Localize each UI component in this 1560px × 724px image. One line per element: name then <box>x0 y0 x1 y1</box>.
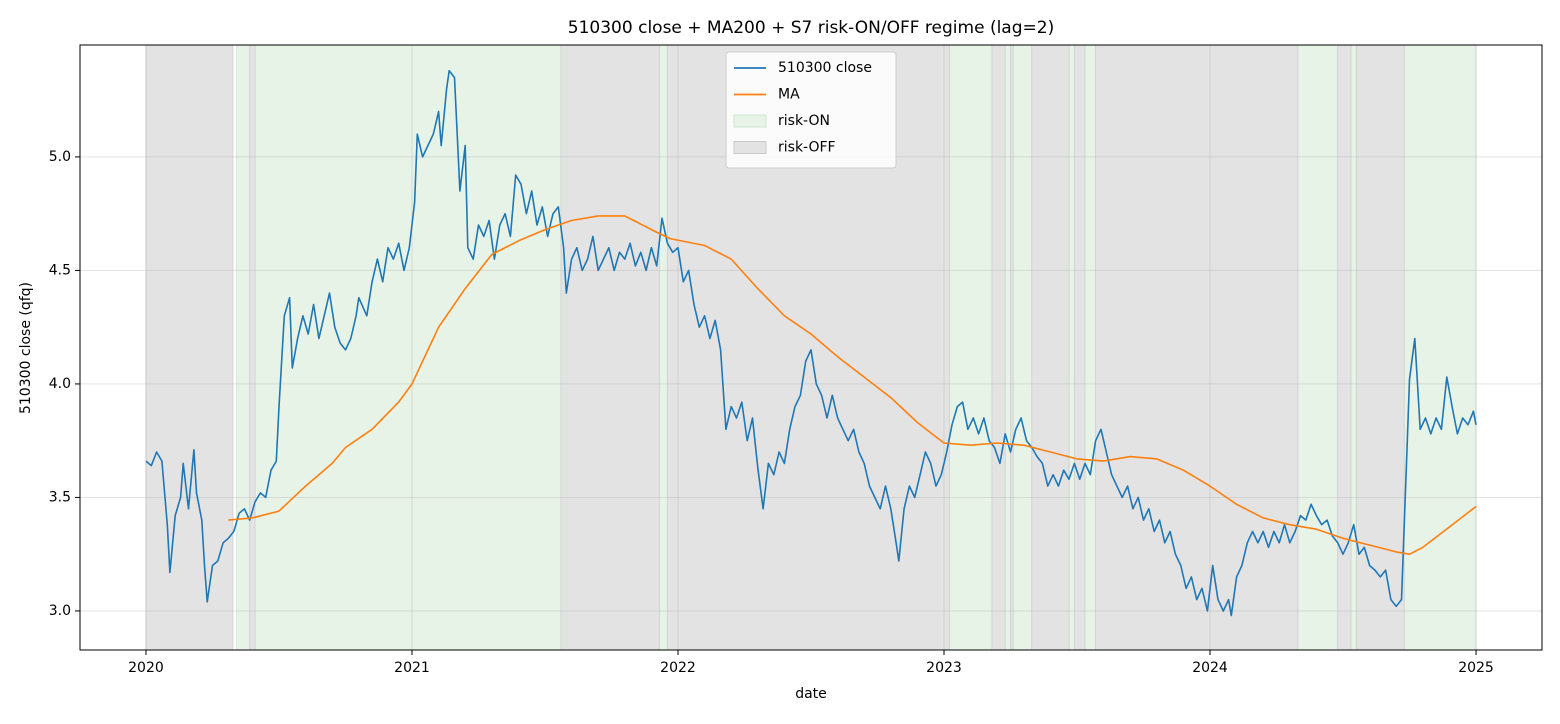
regime-span <box>1337 44 1352 651</box>
x-tick-label: 2024 <box>1192 660 1228 676</box>
y-tick-label: 4.0 <box>49 376 71 392</box>
regime-span <box>1010 44 1014 651</box>
regime-span <box>1350 44 1357 651</box>
y-axis-label: 510300 close (qfq) <box>18 282 34 414</box>
y-tick-label: 3.5 <box>49 489 71 505</box>
legend-swatch <box>733 141 767 154</box>
regime-span <box>1012 44 1033 651</box>
y-tick-label: 3.0 <box>49 603 71 619</box>
x-tick-label: 2025 <box>1458 660 1494 676</box>
regime-span <box>1073 44 1086 651</box>
regime-span <box>658 44 668 651</box>
y-tick-label: 4.5 <box>49 262 71 278</box>
legend-swatch <box>733 114 767 128</box>
regime-span <box>1095 44 1299 651</box>
regime-span <box>1084 44 1097 651</box>
x-tick-label: 2021 <box>394 660 430 676</box>
regime-span <box>948 44 993 651</box>
legend-label: risk-ON <box>778 113 830 129</box>
regime-span <box>236 44 251 651</box>
legend-label: MA <box>778 87 800 103</box>
chart-title: 510300 close + MA200 + S7 risk-ON/OFF re… <box>568 18 1054 38</box>
y-tick-label: 5.0 <box>49 149 71 165</box>
series-line <box>145 69 1477 617</box>
legend-label: 510300 close <box>778 60 872 76</box>
regime-span <box>1068 44 1075 651</box>
regime-span <box>254 44 562 651</box>
regime-span <box>249 44 256 651</box>
regime-span <box>1403 44 1477 651</box>
legend-label: risk-OFF <box>778 140 836 156</box>
legend: 510300 close MA risk-ON risk-OFF <box>725 51 897 169</box>
regime-span <box>145 44 234 651</box>
regime-span <box>1297 44 1339 651</box>
regime-span <box>560 44 660 651</box>
regime-span <box>991 44 1006 651</box>
series-line <box>228 215 1477 555</box>
x-axis-label: date <box>795 686 827 702</box>
regime-span <box>1031 44 1070 651</box>
axes-frame <box>79 44 1543 651</box>
regime-span <box>1355 44 1405 651</box>
x-tick-label: 2022 <box>660 660 696 676</box>
regime-span <box>1004 44 1011 651</box>
x-tick-label: 2023 <box>926 660 962 676</box>
legend-box <box>725 51 897 169</box>
x-tick-label: 2020 <box>128 660 164 676</box>
